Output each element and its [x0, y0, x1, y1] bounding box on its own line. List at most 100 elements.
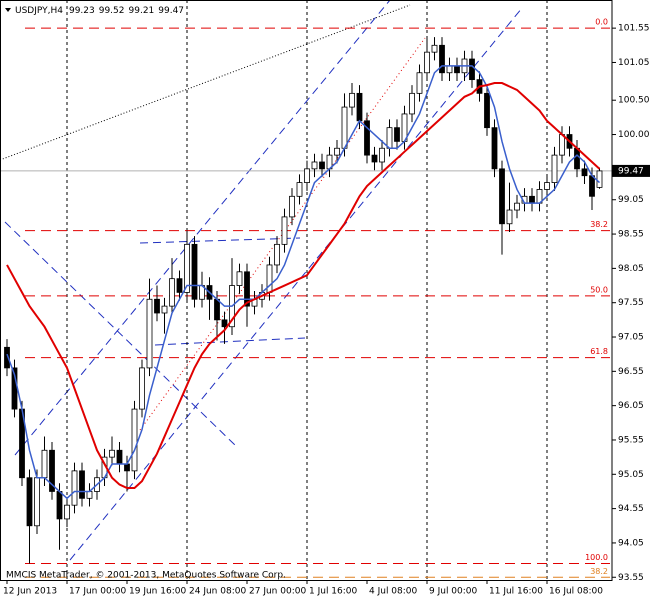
y-tick-label: 101.05: [618, 58, 650, 68]
x-tick-label: 16 Jul 08:00: [549, 587, 603, 597]
open: 99.23: [69, 6, 95, 16]
candle-body: [454, 65, 460, 74]
candle-body: [124, 463, 130, 472]
candle-body: [394, 127, 400, 142]
candle-body: [446, 65, 453, 74]
high: 99.52: [99, 6, 125, 16]
candle-body: [139, 367, 145, 410]
moving-average: [6, 65, 601, 500]
y-tick-label: 96.05: [618, 401, 644, 411]
y-tick-label: 99.05: [618, 195, 644, 205]
candle-body: [559, 134, 565, 156]
drawings: [0, 0, 523, 561]
x-tick-label: 12 Jun 2013: [3, 587, 57, 597]
fib-label: 50.0: [590, 285, 608, 294]
candle-body: [79, 470, 85, 499]
candle-body: [161, 305, 168, 314]
candle-body: [356, 92, 363, 122]
candle-body: [589, 175, 595, 197]
x-tick-label: 17 Jun 00:00: [69, 587, 126, 597]
candle-body: [424, 51, 430, 74]
candle-body: [439, 44, 445, 74]
candle-body: [506, 209, 513, 225]
candle-body: [109, 449, 115, 458]
y-tick-label: 95.55: [618, 435, 644, 445]
candle-body: [41, 449, 48, 479]
x-tick-label: 4 Jul 08:00: [369, 587, 418, 597]
channel-line: [139, 237, 301, 244]
candle-body: [304, 168, 310, 183]
candle-body: [574, 147, 580, 170]
candle-body: [26, 477, 33, 527]
fib-label: 0.0: [595, 18, 608, 27]
channel-line: [14, 0, 391, 456]
candle-body: [371, 154, 378, 163]
menu-icon: [5, 8, 11, 12]
candle-body: [289, 195, 295, 218]
channel-line: [4, 221, 238, 448]
candle-body: [364, 120, 370, 156]
fib-label: 38.2: [590, 220, 608, 229]
trend-line: [139, 37, 426, 431]
candle-body: [266, 264, 273, 293]
y-tick-label: 100.00: [618, 130, 650, 140]
close: 99.47: [158, 6, 184, 16]
candle-body: [184, 243, 190, 293]
fib-label: 38.2: [590, 567, 608, 576]
candle-body: [71, 470, 78, 506]
candle-body: [281, 216, 288, 245]
candle-body: [86, 491, 93, 499]
y-tick-label: 101.55: [618, 24, 650, 34]
y-tick-label: 97.05: [618, 333, 644, 343]
candle-body: [274, 243, 280, 266]
x-tick-label: 24 Jun 08:00: [189, 587, 246, 597]
y-tick-label: 98.55: [618, 230, 644, 240]
fib-label: 61.8: [590, 347, 608, 356]
moving-average: [6, 82, 601, 490]
candle-body: [334, 147, 340, 156]
candle-body: [484, 92, 490, 129]
candle-body: [191, 243, 198, 300]
plot-border: [0, 0, 613, 581]
candle-body: [221, 319, 228, 328]
candle-body: [56, 491, 63, 520]
candle-body: [409, 92, 415, 115]
y-tick-label: 100.50: [618, 96, 650, 106]
candle-body: [131, 408, 138, 472]
candle-body: [154, 298, 160, 314]
candle-body: [169, 278, 175, 307]
candle-body: [551, 154, 558, 183]
candle-body: [64, 504, 70, 520]
candle-body: [499, 168, 505, 225]
y-tick-label: 98.05: [618, 264, 644, 274]
price-box: [612, 164, 650, 177]
x-tick-label: 19 Jun 16:00: [129, 587, 186, 597]
candle-body: [34, 477, 40, 527]
candle-body: [491, 127, 498, 170]
y-tick-label: 95.05: [618, 470, 644, 480]
candle-body: [581, 168, 588, 177]
fib-label: 100.0: [585, 553, 608, 562]
x-tick-label: 27 Jun 00:00: [249, 587, 306, 597]
candle-body: [514, 202, 520, 211]
candle-body: [116, 449, 123, 465]
candle-body: [431, 44, 438, 53]
y-tick-label: 94.05: [618, 538, 644, 548]
y-tick-label: 93.55: [618, 573, 644, 583]
candle-body: [469, 58, 475, 81]
low: 99.21: [129, 6, 155, 16]
symbol: USDJPY,H4: [15, 6, 63, 16]
candle-body: [379, 147, 385, 163]
candle-body: [214, 298, 220, 321]
candle-body: [4, 346, 10, 369]
candle-body: [341, 106, 348, 149]
candle-body: [146, 298, 153, 369]
y-tick-label: 94.55: [618, 504, 644, 514]
candle-body: [236, 271, 243, 286]
y-tick-label: 96.55: [618, 367, 644, 377]
candle-body: [416, 72, 423, 94]
trend-line: [0, 4, 411, 161]
symbol-title: USDJPY,H4 99.23 99.52 99.21 99.47: [15, 6, 184, 16]
